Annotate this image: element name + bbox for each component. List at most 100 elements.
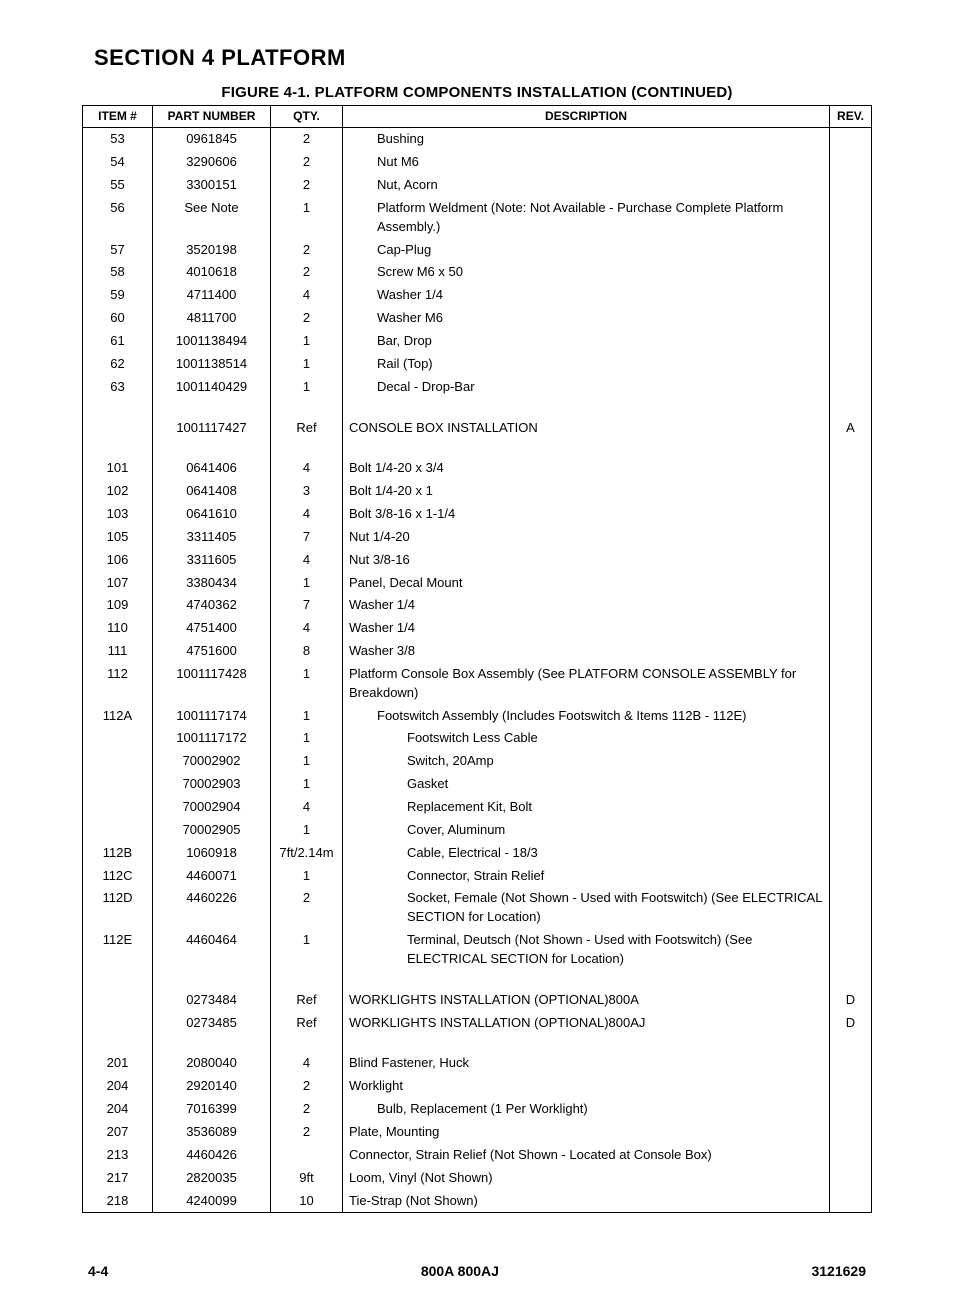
cell-rev: A xyxy=(830,417,872,440)
cell-part: 3536089 xyxy=(153,1121,271,1144)
cell-desc: Cover, Aluminum xyxy=(343,819,830,842)
cell-qty: 7 xyxy=(271,594,343,617)
cell-part: 0641610 xyxy=(153,503,271,526)
page: SECTION 4 PLATFORM FIGURE 4-1. PLATFORM … xyxy=(0,0,954,1309)
cell-rev xyxy=(830,128,872,151)
cell-qty: 1 xyxy=(271,727,343,750)
cell-desc: Cap-Plug xyxy=(343,239,830,262)
cell-part: 4460226 xyxy=(153,887,271,929)
cell-item: 213 xyxy=(83,1144,153,1167)
cell-qty: 2 xyxy=(271,1075,343,1098)
table-row xyxy=(83,971,872,989)
cell-item: 106 xyxy=(83,549,153,572)
cell-desc: Platform Console Box Assembly (See PLATF… xyxy=(343,663,830,705)
cell-rev xyxy=(830,1167,872,1190)
cell-qty: 1 xyxy=(271,572,343,595)
cell-qty xyxy=(271,1144,343,1167)
cell-item xyxy=(83,796,153,819)
cell-part: 4740362 xyxy=(153,594,271,617)
cell-item: 207 xyxy=(83,1121,153,1144)
cell-rev xyxy=(830,929,872,971)
table-row: 10633116054Nut 3/8-16 xyxy=(83,549,872,572)
cell-desc: Cable, Electrical - 18/3 xyxy=(343,842,830,865)
table-row: 20120800404Blind Fastener, Huck xyxy=(83,1052,872,1075)
cell-part: 4811700 xyxy=(153,307,271,330)
cell-part: 2820035 xyxy=(153,1167,271,1190)
cell-desc: Washer 1/4 xyxy=(343,284,830,307)
spacer-cell xyxy=(271,1034,343,1052)
table-row: 10206414083Bolt 1/4-20 x 1 xyxy=(83,480,872,503)
cell-desc: Nut 3/8-16 xyxy=(343,549,830,572)
cell-qty: 4 xyxy=(271,549,343,572)
cell-qty: 2 xyxy=(271,174,343,197)
cell-desc: Screw M6 x 50 xyxy=(343,261,830,284)
cell-qty: 4 xyxy=(271,617,343,640)
table-row: 11210011174281Platform Console Box Assem… xyxy=(83,663,872,705)
cell-desc: WORKLIGHTS INSTALLATION (OPTIONAL)800AJ xyxy=(343,1012,830,1035)
spacer-cell xyxy=(271,399,343,417)
cell-rev xyxy=(830,796,872,819)
cell-rev xyxy=(830,750,872,773)
cell-desc: Decal - Drop-Bar xyxy=(343,376,830,399)
cell-item xyxy=(83,727,153,750)
table-row xyxy=(83,399,872,417)
cell-item xyxy=(83,773,153,796)
spacer-cell xyxy=(343,399,830,417)
cell-rev xyxy=(830,480,872,503)
spacer-cell xyxy=(83,399,153,417)
table-row: 10106414064Bolt 1/4-20 x 3/4 xyxy=(83,457,872,480)
cell-item: 112B xyxy=(83,842,153,865)
spacer-cell xyxy=(83,971,153,989)
cell-qty: 4 xyxy=(271,284,343,307)
cell-desc: WORKLIGHTS INSTALLATION (OPTIONAL)800A xyxy=(343,989,830,1012)
spacer-cell xyxy=(83,1034,153,1052)
cell-qty: 2 xyxy=(271,239,343,262)
cell-item: 112A xyxy=(83,705,153,728)
cell-item xyxy=(83,989,153,1012)
cell-rev: D xyxy=(830,1012,872,1035)
cell-item: 102 xyxy=(83,480,153,503)
cell-qty: 4 xyxy=(271,1052,343,1075)
cell-qty: 2 xyxy=(271,1098,343,1121)
cell-part: 4460071 xyxy=(153,865,271,888)
cell-desc: Bolt 3/8-16 x 1-1/4 xyxy=(343,503,830,526)
spacer-cell xyxy=(343,439,830,457)
cell-item xyxy=(83,1012,153,1035)
cell-desc: Platform Weldment (Note: Not Available -… xyxy=(343,197,830,239)
figure-title: FIGURE 4-1. PLATFORM COMPONENTS INSTALLA… xyxy=(82,84,872,101)
table-row: 5432906062Nut M6 xyxy=(83,151,872,174)
cell-part: See Note xyxy=(153,197,271,239)
cell-qty: 2 xyxy=(271,1121,343,1144)
cell-qty: 1 xyxy=(271,819,343,842)
cell-part: 70002905 xyxy=(153,819,271,842)
spacer-cell xyxy=(153,399,271,417)
cell-item: 112 xyxy=(83,663,153,705)
cell-rev xyxy=(830,773,872,796)
cell-desc: Footswitch Less Cable xyxy=(343,727,830,750)
cell-desc: Rail (Top) xyxy=(343,353,830,376)
cell-item: 63 xyxy=(83,376,153,399)
cell-item: 204 xyxy=(83,1098,153,1121)
cell-part: 70002903 xyxy=(153,773,271,796)
cell-item: 105 xyxy=(83,526,153,549)
cell-desc: Gasket xyxy=(343,773,830,796)
spacer-cell xyxy=(343,971,830,989)
cell-desc: CONSOLE BOX INSTALLATION xyxy=(343,417,830,440)
cell-item: 53 xyxy=(83,128,153,151)
cell-part: 7016399 xyxy=(153,1098,271,1121)
cell-part: 4240099 xyxy=(153,1190,271,1213)
footer-right: 3121629 xyxy=(811,1263,866,1279)
cell-part: 4460426 xyxy=(153,1144,271,1167)
cell-item: 110 xyxy=(83,617,153,640)
cell-item: 112C xyxy=(83,865,153,888)
cell-part: 1001117172 xyxy=(153,727,271,750)
table-row: 20735360892Plate, Mounting xyxy=(83,1121,872,1144)
table-row: 218424009910Tie-Strap (Not Shown) xyxy=(83,1190,872,1213)
cell-part: 3311605 xyxy=(153,549,271,572)
table-row: 6310011404291Decal - Drop-Bar xyxy=(83,376,872,399)
table-row: 10947403627Washer 1/4 xyxy=(83,594,872,617)
cell-rev xyxy=(830,261,872,284)
cell-desc: Connector, Strain Relief (Not Shown - Lo… xyxy=(343,1144,830,1167)
cell-item: 54 xyxy=(83,151,153,174)
cell-desc: Bushing xyxy=(343,128,830,151)
